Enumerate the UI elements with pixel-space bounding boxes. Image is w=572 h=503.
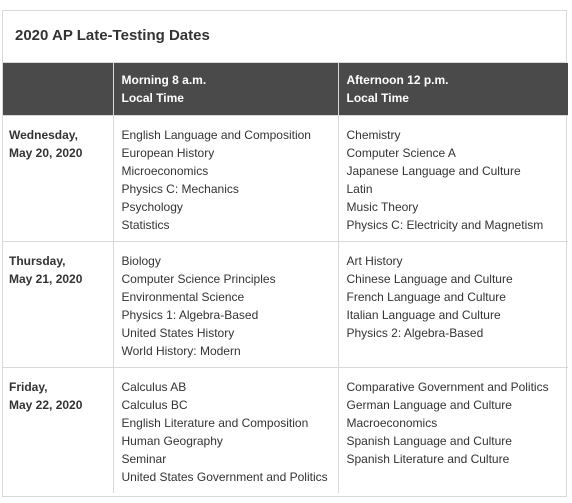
- exam-item: Art History: [346, 254, 403, 268]
- afternoon-exams-cell: Comparative Government and Politics Germ…: [337, 367, 568, 493]
- exam-item: Physics C: Mechanics: [121, 182, 239, 196]
- table-header-row: Morning 8 a.m. Local Time Afternoon 12 p…: [3, 63, 568, 116]
- morning-exams-cell: Biology Computer Science Principles Envi…: [112, 241, 338, 368]
- afternoon-exams-cell: Chemistry Computer Science A Japanese La…: [337, 115, 568, 242]
- day-cell: Thursday, May 21, 2020: [3, 241, 113, 368]
- header-afternoon: Afternoon 12 p.m. Local Time: [337, 63, 568, 116]
- day-name: Wednesday,: [9, 128, 78, 142]
- exam-item: Italian Language and Culture: [346, 308, 501, 322]
- day-name: Friday,: [9, 380, 48, 394]
- exam-item: Statistics: [121, 218, 170, 232]
- exam-item: Microeconomics: [121, 164, 209, 178]
- exam-item: Comparative Government and Politics: [346, 380, 549, 394]
- exam-item: Physics 2: Algebra-Based: [346, 326, 484, 340]
- exam-item: English Language and Composition: [121, 128, 311, 142]
- exam-item: French Language and Culture: [346, 290, 506, 304]
- day-name: Thursday,: [9, 254, 66, 268]
- exam-item: Japanese Language and Culture: [346, 164, 521, 178]
- schedule-card: 2020 AP Late-Testing Dates Morning 8 a.m…: [2, 10, 568, 497]
- exam-item: Music Theory: [346, 200, 419, 214]
- header-morning-time: Morning 8 a.m.: [121, 73, 207, 87]
- day-cell: Friday, May 22, 2020: [3, 367, 113, 493]
- exam-item: Seminar: [121, 452, 167, 466]
- day-date: May 20, 2020: [9, 146, 83, 160]
- exam-item: Chemistry: [346, 128, 401, 142]
- exam-item: Latin: [346, 182, 373, 196]
- exam-item: Computer Science Principles: [121, 272, 276, 286]
- exam-item: Macroeconomics: [346, 416, 438, 430]
- exam-item: Human Geography: [121, 434, 223, 448]
- exam-item: English Literature and Composition: [121, 416, 309, 430]
- table-row: Wednesday, May 20, 2020 English Language…: [3, 115, 568, 242]
- table-row: Friday, May 22, 2020 Calculus AB Calculu…: [3, 367, 568, 493]
- exam-item: European History: [121, 146, 215, 160]
- exam-item: Calculus BC: [121, 398, 188, 412]
- exam-item: World History: Modern: [121, 344, 241, 358]
- schedule-title: 2020 AP Late-Testing Dates: [3, 11, 566, 63]
- exam-item: Spanish Literature and Culture: [346, 452, 510, 466]
- exam-item: United States History: [121, 326, 235, 340]
- exam-item: Biology: [121, 254, 161, 268]
- exam-item: Environmental Science: [121, 290, 245, 304]
- day-date: May 22, 2020: [9, 398, 83, 412]
- exam-item: Computer Science A: [346, 146, 456, 160]
- header-afternoon-time: Afternoon 12 p.m.: [346, 73, 449, 87]
- exam-item: Spanish Language and Culture: [346, 434, 512, 448]
- exam-item: Physics C: Electricity and Magnetism: [346, 218, 544, 232]
- day-date: May 21, 2020: [9, 272, 83, 286]
- exam-item: Chinese Language and Culture: [346, 272, 513, 286]
- exam-item: German Language and Culture: [346, 398, 512, 412]
- header-morning: Morning 8 a.m. Local Time: [112, 63, 338, 116]
- header-afternoon-local: Local Time: [346, 91, 409, 105]
- day-cell: Wednesday, May 20, 2020: [3, 115, 113, 242]
- morning-exams-cell: Calculus AB Calculus BC English Literatu…: [112, 367, 338, 493]
- exam-item: Psychology: [121, 200, 183, 214]
- header-morning-local: Local Time: [121, 91, 184, 105]
- late-testing-table: Morning 8 a.m. Local Time Afternoon 12 p…: [3, 63, 568, 493]
- morning-exams-cell: English Language and Composition Europea…: [112, 115, 338, 242]
- exam-item: United States Government and Politics: [121, 470, 328, 484]
- afternoon-exams-cell: Art History Chinese Language and Culture…: [337, 241, 568, 368]
- header-day: [3, 63, 113, 116]
- exam-item: Physics 1: Algebra-Based: [121, 308, 259, 322]
- table-row: Thursday, May 21, 2020 Biology Computer …: [3, 241, 568, 368]
- exam-item: Calculus AB: [121, 380, 187, 394]
